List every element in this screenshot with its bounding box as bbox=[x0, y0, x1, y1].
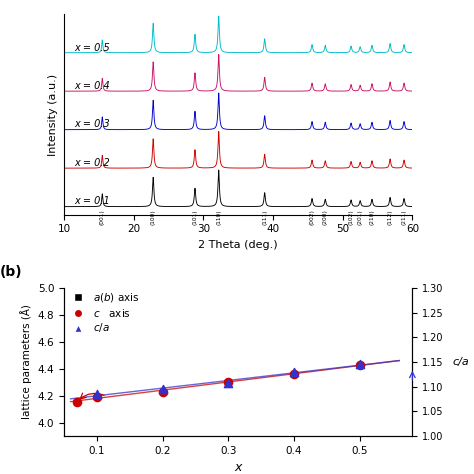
X-axis label: 2 Theta (deg.): 2 Theta (deg.) bbox=[199, 240, 278, 250]
Text: (001): (001) bbox=[100, 209, 105, 225]
Text: (111): (111) bbox=[262, 209, 267, 225]
Text: x = 0.1: x = 0.1 bbox=[74, 196, 110, 207]
Text: (112): (112) bbox=[388, 209, 392, 225]
Text: (210): (210) bbox=[369, 209, 374, 225]
Text: (102): (102) bbox=[348, 209, 354, 225]
Text: (211): (211) bbox=[401, 209, 407, 225]
Text: (100): (100) bbox=[151, 209, 155, 225]
Point bbox=[356, 361, 364, 368]
Point bbox=[93, 390, 100, 398]
Point bbox=[93, 393, 100, 401]
Text: (200): (200) bbox=[323, 209, 328, 225]
Text: x = 0.3: x = 0.3 bbox=[74, 119, 110, 129]
Point bbox=[159, 388, 166, 395]
Y-axis label: Intensity (a.u.): Intensity (a.u.) bbox=[48, 73, 58, 155]
Point bbox=[290, 370, 298, 378]
Point bbox=[73, 398, 81, 406]
Point bbox=[159, 385, 166, 393]
Text: (101): (101) bbox=[192, 209, 198, 225]
Text: (110): (110) bbox=[216, 209, 221, 225]
Text: x = 0.5: x = 0.5 bbox=[74, 43, 110, 53]
Text: (b): (b) bbox=[0, 265, 22, 279]
Y-axis label: c/a: c/a bbox=[452, 357, 469, 367]
Y-axis label: lattice parameters (Å): lattice parameters (Å) bbox=[20, 305, 32, 419]
Point bbox=[290, 368, 298, 376]
Text: (002): (002) bbox=[310, 209, 315, 225]
Text: x = 0.4: x = 0.4 bbox=[74, 81, 110, 91]
Point bbox=[356, 361, 364, 368]
Legend: $a(b)$ axis, $c$   axis, $c/a$: $a(b)$ axis, $c$ axis, $c/a$ bbox=[67, 291, 140, 334]
Text: (201): (201) bbox=[357, 209, 363, 225]
Point bbox=[225, 379, 232, 386]
Text: x = 0.2: x = 0.2 bbox=[74, 158, 110, 168]
Point bbox=[225, 378, 232, 386]
X-axis label: x: x bbox=[235, 461, 242, 474]
